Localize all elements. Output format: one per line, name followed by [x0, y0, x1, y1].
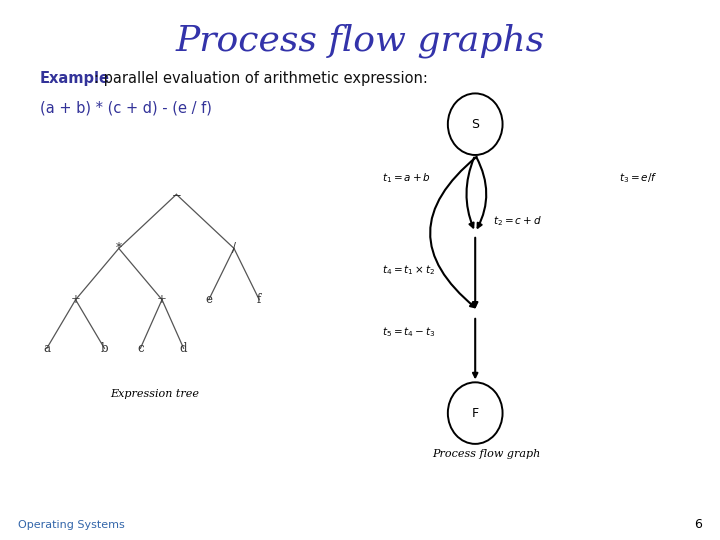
Text: $t_5 = t_4 - t_3$: $t_5 = t_4 - t_3$ — [382, 325, 435, 339]
Text: F: F — [472, 407, 479, 420]
Text: $t_2 = c + d$: $t_2 = c + d$ — [493, 214, 542, 228]
FancyArrowPatch shape — [467, 158, 474, 227]
Text: $t_1 = a + b$: $t_1 = a + b$ — [382, 171, 431, 185]
Text: $t_4 = t_1 \times t_2$: $t_4 = t_1 \times t_2$ — [382, 263, 435, 277]
Text: a: a — [43, 342, 50, 355]
FancyArrowPatch shape — [430, 157, 477, 307]
Text: (a + b) * (c + d) - (e / f): (a + b) * (c + d) - (e / f) — [40, 100, 212, 116]
Text: S: S — [471, 118, 480, 131]
Text: Process flow graphs: Process flow graphs — [176, 23, 544, 58]
Text: Expression tree: Expression tree — [110, 389, 199, 399]
Text: f: f — [257, 293, 261, 306]
Text: +: + — [71, 293, 81, 306]
Text: d: d — [180, 342, 187, 355]
Text: Example: Example — [40, 71, 109, 86]
FancyArrowPatch shape — [477, 158, 486, 228]
Text: c: c — [137, 342, 144, 355]
Text: 6: 6 — [694, 518, 702, 531]
Text: −: − — [171, 188, 181, 201]
Text: Process flow graph: Process flow graph — [432, 449, 540, 458]
FancyArrowPatch shape — [473, 238, 477, 307]
Text: $t_3 = e/f$: $t_3 = e/f$ — [619, 171, 658, 185]
Text: *: * — [116, 242, 122, 255]
Text: e: e — [205, 293, 212, 306]
Text: Operating Systems: Operating Systems — [18, 520, 125, 530]
Text: : parallel evaluation of arithmetic expression:: : parallel evaluation of arithmetic expr… — [94, 71, 428, 86]
Text: +: + — [157, 293, 167, 306]
Text: /: / — [232, 242, 236, 255]
FancyArrowPatch shape — [473, 319, 477, 377]
Text: b: b — [101, 342, 108, 355]
